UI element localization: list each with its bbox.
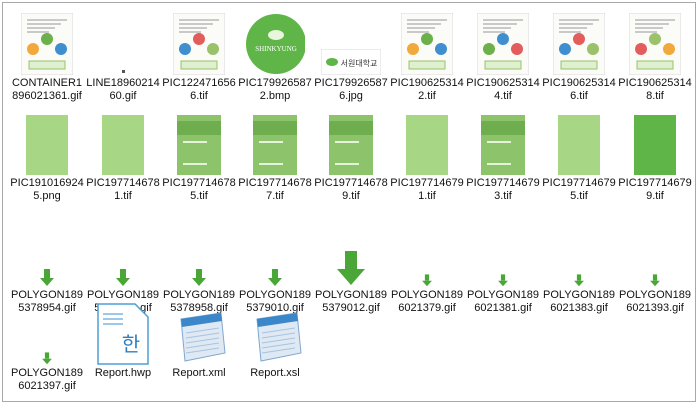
green-page-thumbnail xyxy=(406,115,448,175)
diagram-thumbnail-icon xyxy=(629,13,681,75)
file-thumbnail xyxy=(321,223,381,287)
green-page-thumbnail xyxy=(558,115,600,175)
diagram-thumbnail-icon xyxy=(553,13,605,75)
file-thumbnail xyxy=(625,223,685,287)
down-arrow-icon xyxy=(337,251,365,287)
file-name: PIC1977146789.tif xyxy=(314,177,388,202)
file-thumbnail xyxy=(245,301,305,365)
file-thumbnail xyxy=(17,111,77,175)
file-name: Report.xml xyxy=(172,367,226,379)
file-explorer-view: CONTAINER1896021361.gif LINE1896021460.gi… xyxy=(2,2,696,402)
circle-logo-text: SHINKYUNG xyxy=(255,45,297,53)
file-thumbnail xyxy=(549,223,609,287)
file-name: PIC1224716566.tif xyxy=(162,77,236,102)
down-arrow-icon xyxy=(574,274,584,287)
school-logo-icon: 서원대학교 xyxy=(321,49,381,75)
file-name: POLYGON1895379010.gif xyxy=(239,289,311,314)
down-arrow-icon xyxy=(116,269,130,287)
file-name: POLYGON1896021393.gif xyxy=(619,289,691,314)
file-thumbnail xyxy=(397,111,457,175)
file-thumbnail xyxy=(93,223,153,287)
green-page-thumbnail xyxy=(26,115,68,175)
file-thumbnail xyxy=(169,301,229,365)
file-name: PIC1799265876.jpg xyxy=(314,77,388,102)
down-arrow-icon xyxy=(42,352,52,365)
file-thumbnail xyxy=(473,111,533,175)
file-thumbnail xyxy=(245,111,305,175)
file-name: PIC1910169245.png xyxy=(10,177,84,202)
file-name: PIC1906253144.tif xyxy=(466,77,540,102)
file-thumbnail xyxy=(397,223,457,287)
file-name: PIC1977146793.tif xyxy=(466,177,540,202)
green-cover-thumbnail xyxy=(329,115,373,175)
file-name: POLYGON1896021383.gif xyxy=(543,289,615,314)
file-thumbnail xyxy=(17,11,77,75)
file-thumbnail xyxy=(473,223,533,287)
file-name: POLYGON1896021381.gif xyxy=(467,289,539,314)
diagram-thumbnail-icon xyxy=(173,13,225,75)
file-thumbnail xyxy=(169,223,229,287)
file-name: POLYGON1896021397.gif xyxy=(11,367,83,392)
file-thumbnail xyxy=(397,11,457,75)
school-logo-text: 서원대학교 xyxy=(341,58,378,68)
file-thumbnail xyxy=(93,111,153,175)
file-thumbnail xyxy=(625,111,685,175)
notepad-icon xyxy=(256,312,302,362)
file-name: PIC1977146785.tif xyxy=(162,177,236,202)
file-name: Report.xsl xyxy=(250,367,300,379)
notepad-icon xyxy=(180,312,226,362)
file-thumbnail xyxy=(93,11,153,75)
file-name: PIC1977146795.tif xyxy=(542,177,616,202)
file-name: PIC1977146791.tif xyxy=(390,177,464,202)
file-name: LINE1896021460.gif xyxy=(86,77,160,102)
file-name: PIC1906253146.tif xyxy=(542,77,616,102)
hwp-document-icon: 한 xyxy=(97,303,149,365)
tiny-dot-icon xyxy=(121,70,125,73)
file-thumbnail xyxy=(473,11,533,75)
file-name: POLYGON1895379012.gif xyxy=(315,289,387,314)
diagram-thumbnail-icon xyxy=(477,13,529,75)
green-page-thumbnail xyxy=(102,115,144,175)
file-thumbnail xyxy=(625,11,685,75)
file-thumbnail xyxy=(169,11,229,75)
file-thumbnail: 한 xyxy=(93,301,153,365)
green-cover-thumbnail xyxy=(481,115,525,175)
file-name: Report.hwp xyxy=(94,367,152,379)
file-thumbnail xyxy=(245,223,305,287)
file-thumbnail: SHINKYUNG xyxy=(245,11,305,75)
down-arrow-icon xyxy=(192,269,206,287)
file-name: PIC1906253148.tif xyxy=(618,77,692,102)
file-name: PIC1977146799.tif xyxy=(618,177,692,202)
file-name: PIC1977146781.tif xyxy=(86,177,160,202)
file-thumbnail: 서원대학교 xyxy=(321,11,381,75)
file-thumbnail xyxy=(17,301,77,365)
green-cover-thumbnail xyxy=(177,115,221,175)
file-name: PIC1977146787.tif xyxy=(238,177,312,202)
file-name: CONTAINER1896021361.gif xyxy=(11,77,83,102)
down-arrow-icon xyxy=(268,269,282,287)
down-arrow-icon xyxy=(498,274,508,287)
file-thumbnail xyxy=(321,111,381,175)
green-cover-thumbnail xyxy=(253,115,297,175)
green-circle-logo-icon: SHINKYUNG xyxy=(246,14,305,74)
file-thumbnail xyxy=(549,111,609,175)
file-thumbnail xyxy=(17,223,77,287)
down-arrow-icon xyxy=(650,274,660,287)
hwp-glyph: 한 xyxy=(122,332,140,356)
diagram-thumbnail-icon xyxy=(21,13,73,75)
file-name: PIC1906253142.tif xyxy=(390,77,464,102)
file-name: PIC1799265872.bmp xyxy=(238,77,312,102)
green-page-thumbnail xyxy=(634,115,676,175)
down-arrow-icon xyxy=(40,269,54,287)
file-name: POLYGON1896021379.gif xyxy=(391,289,463,314)
file-name: POLYGON1895378958.gif xyxy=(163,289,235,314)
file-thumbnail xyxy=(549,11,609,75)
file-thumbnail xyxy=(169,111,229,175)
down-arrow-icon xyxy=(422,274,432,287)
diagram-thumbnail-icon xyxy=(401,13,453,75)
file-name: POLYGON1895378954.gif xyxy=(11,289,83,314)
